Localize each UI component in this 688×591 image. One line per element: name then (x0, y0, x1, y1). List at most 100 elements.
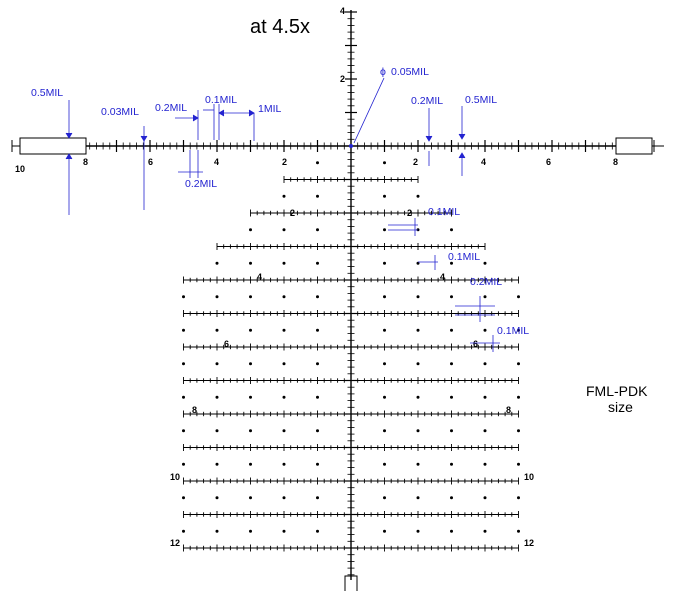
tree-dot (215, 496, 219, 500)
tree-dot (416, 429, 420, 433)
tree-dot (383, 228, 386, 232)
tree-dot (416, 462, 420, 466)
tree-dot (282, 295, 286, 299)
tree-label-4-left: 4 (257, 272, 262, 282)
tree-dot (383, 295, 386, 299)
tree-dot (483, 261, 487, 265)
tree-dot (483, 529, 487, 533)
tree-dot (215, 529, 219, 533)
tree-dot (517, 362, 520, 366)
tree-dot (249, 462, 252, 466)
tree-dot (383, 194, 386, 198)
tree-dot (282, 261, 286, 265)
post-line-label: 0.03MIL (101, 106, 139, 118)
tree-dot (215, 462, 219, 466)
tree-dot (316, 496, 319, 500)
tree-dot (182, 429, 185, 433)
tree-dot (483, 362, 487, 366)
tree-dot (383, 362, 386, 366)
tree-dot (450, 328, 453, 332)
tree-dot (450, 529, 453, 533)
tree-dot (282, 194, 286, 198)
tree-dot (215, 429, 219, 433)
major-spacing-label: 1MIL (258, 103, 282, 115)
tree-dot (316, 161, 319, 165)
tick-gap-label: 0.1MIL (205, 94, 237, 106)
tree-dot (517, 429, 520, 433)
vertical-label-top: 4 (340, 6, 345, 16)
tree-dot (182, 295, 185, 299)
post-width-label: 0.5MIL (31, 87, 63, 99)
reticle-size-caption: size (608, 399, 633, 415)
tree-dot (282, 395, 286, 399)
tree-dot (316, 362, 319, 366)
tree-b-label: 0.1MIL (448, 251, 480, 263)
tree-label-4-right: 4 (440, 272, 445, 282)
tree-dot (483, 462, 487, 466)
dimension-annotations (65, 77, 500, 352)
tree-dot (249, 261, 252, 265)
tree-dot (282, 429, 286, 433)
tree-dot (182, 529, 185, 533)
tree-label-10-right: 10 (524, 472, 534, 482)
tree-dot (450, 462, 453, 466)
tree-dot (483, 496, 487, 500)
tree-label-12-right: 12 (524, 538, 534, 548)
tree-d-label: 0.1MIL (497, 325, 529, 337)
tree-dot (483, 429, 487, 433)
reticle-name: FML-PDK (586, 383, 648, 399)
tree-dot (249, 496, 252, 500)
tree-dot (316, 328, 319, 332)
tree-dot (383, 161, 386, 165)
tree-dot (450, 228, 453, 232)
tree-a-label: 0.1MIL (428, 206, 460, 218)
tree-dot (383, 429, 386, 433)
tick-spacing-label: 0.2MIL (155, 102, 187, 114)
h-label-right-8: 8 (613, 157, 618, 167)
tree-dot (249, 529, 252, 533)
tree-label-8-left: 8 (192, 405, 197, 415)
tree-dot (483, 395, 487, 399)
tree-dot (249, 295, 252, 299)
tree-dot (282, 496, 286, 500)
tree-dot (383, 462, 386, 466)
tree-label-8-right: 8 (506, 405, 511, 415)
tree-dot (282, 328, 286, 332)
tree-dot (416, 529, 420, 533)
tree-dot (383, 261, 386, 265)
tree-dot (249, 228, 252, 232)
tree-dot (383, 395, 386, 399)
tree-dot (316, 295, 319, 299)
tree-dot (249, 429, 252, 433)
tree-dot (249, 328, 252, 332)
tree-dot (215, 362, 219, 366)
tree-dot (450, 261, 453, 265)
phi-symbol: ϕ (380, 66, 386, 78)
magnification-title: at 4.5x (250, 16, 310, 38)
tree-dot (249, 362, 252, 366)
horizontal-tick-marks (89, 140, 613, 152)
tree-dot (416, 261, 420, 265)
tree-dot (517, 328, 520, 332)
tree-label-10-left: 10 (170, 472, 180, 482)
tree-dot (215, 395, 219, 399)
tree-label-6-right: 6 (473, 339, 478, 349)
tree-dot (416, 295, 420, 299)
h-label-left-4: 4 (214, 157, 219, 167)
tree-dot (316, 228, 319, 232)
tree-dot (483, 295, 487, 299)
h-label-left-2: 2 (282, 157, 287, 167)
tree-dot (316, 395, 319, 399)
tree-dot (517, 395, 520, 399)
tree-dot (517, 295, 520, 299)
tree-dot (416, 362, 420, 366)
tree-dot (416, 395, 420, 399)
tree-dot (416, 496, 420, 500)
tree-dot (416, 194, 420, 198)
h-label-left-8: 8 (83, 157, 88, 167)
h-label-left-6: 6 (148, 157, 153, 167)
right-tick-width-label: 0.5MIL (465, 94, 497, 106)
tree-dot (282, 228, 286, 232)
h-label-right-4: 4 (481, 157, 486, 167)
